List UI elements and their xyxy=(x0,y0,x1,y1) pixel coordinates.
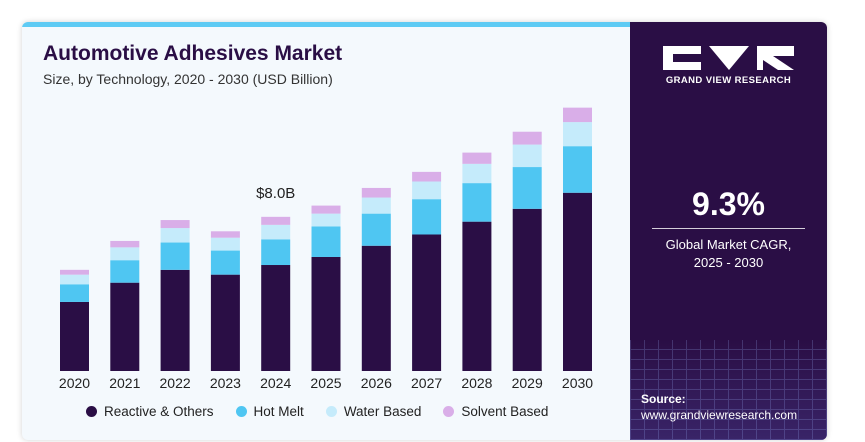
x-tick-label-2026: 2026 xyxy=(361,375,392,391)
legend-label-water-based: Water Based xyxy=(343,404,422,419)
bar-segment-hot-melt-2021 xyxy=(110,260,140,283)
x-tick-label-2027: 2027 xyxy=(411,375,442,391)
x-tick-label-2021: 2021 xyxy=(109,375,140,391)
accent-bar xyxy=(22,22,630,27)
legend-swatch-hot-melt xyxy=(235,406,247,417)
bar-segment-hot-melt-2030 xyxy=(563,146,592,193)
bar-segment-solvent-based-2026 xyxy=(361,187,391,198)
sidebar-panel: GRAND VIEW RESEARCH 9.3% Global Market C… xyxy=(630,22,827,440)
chart-legend: Reactive & Others Hot Melt Water Based S… xyxy=(86,404,548,419)
legend-label-solvent-based: Solvent Based xyxy=(461,404,549,419)
bar-segment-hot-melt-2027 xyxy=(412,199,442,235)
bar-segment-reactive-others-2020 xyxy=(60,301,89,371)
legend-item-hot-melt: Hot Melt xyxy=(235,404,304,419)
chart-subtitle: Size, by Technology, 2020 - 2030 (USD Bi… xyxy=(43,71,333,87)
legend-item-water-based: Water Based xyxy=(325,404,422,419)
bar-segment-reactive-others-2028 xyxy=(462,221,492,371)
bar-segment-water-based-2028 xyxy=(462,163,492,184)
bar-segment-hot-melt-2020 xyxy=(60,284,89,302)
grand-view-research-logo xyxy=(663,46,794,70)
value-annotation-2024: $8.0B xyxy=(256,185,295,202)
x-tick-label-2030: 2030 xyxy=(562,375,593,391)
stacked-bar-chart: 2020 2021 2022 2023 2024 $8.0B 2025 2026 2027 202… xyxy=(59,107,593,391)
bar-segment-solvent-based-2024 xyxy=(261,216,291,225)
source-pattern xyxy=(630,340,827,440)
source-link[interactable]: www.grandviewresearch.com xyxy=(641,408,798,422)
bar-segment-hot-melt-2026 xyxy=(361,213,391,246)
bar-segment-hot-melt-2023 xyxy=(210,250,240,275)
x-tick-label-2020: 2020 xyxy=(59,375,90,391)
chart-title: Automotive Adhesives Market xyxy=(43,42,343,65)
bar-segment-solvent-based-2021 xyxy=(110,240,140,248)
bar-segment-water-based-2022 xyxy=(160,228,190,243)
bar-segment-solvent-based-2028 xyxy=(462,152,492,164)
legend-item-reactive: Reactive & Others xyxy=(86,404,214,419)
bar-segment-solvent-based-2023 xyxy=(210,231,240,238)
bar-segment-reactive-others-2025 xyxy=(311,256,341,371)
bar-segment-reactive-others-2023 xyxy=(210,274,240,371)
legend-swatch-solvent-based xyxy=(443,406,455,417)
bar-segment-water-based-2024 xyxy=(261,224,291,240)
cagr-label: Global Market CAGR, 2025 - 2030 xyxy=(630,236,827,272)
cagr-value: 9.3% xyxy=(692,186,765,222)
cagr-label-line-2: 2025 - 2030 xyxy=(693,255,764,270)
bar-segment-water-based-2027 xyxy=(412,181,442,200)
bar-segment-solvent-based-2030 xyxy=(563,107,592,123)
legend-label-hot-melt: Hot Melt xyxy=(253,404,304,419)
bar-segment-reactive-others-2024 xyxy=(261,265,291,371)
legend-swatch-reactive xyxy=(86,406,97,417)
source-title: Source: xyxy=(641,392,686,406)
bar-segment-water-based-2025 xyxy=(311,213,341,227)
legend-label-reactive: Reactive & Others xyxy=(104,404,214,419)
bar-segment-solvent-based-2025 xyxy=(311,205,341,214)
legend-swatch-water-based xyxy=(325,406,337,417)
bar-segment-reactive-others-2027 xyxy=(412,234,442,371)
brand-name: GRAND VIEW RESEARCH xyxy=(665,75,792,86)
cagr-label-line-1: Global Market CAGR, xyxy=(665,237,792,252)
x-tick-label-2024: 2024 xyxy=(260,375,291,391)
bar-segment-water-based-2029 xyxy=(512,144,542,168)
x-tick-label-2022: 2022 xyxy=(160,375,191,391)
bar-segment-hot-melt-2028 xyxy=(462,183,492,222)
bar-segment-reactive-others-2026 xyxy=(361,245,391,371)
chart-card: Automotive Adhesives Market Size, by Tec… xyxy=(22,22,827,440)
x-tick-label-2029: 2029 xyxy=(512,375,543,391)
bar-segment-solvent-based-2020 xyxy=(60,269,89,275)
bar-segment-hot-melt-2024 xyxy=(261,239,291,266)
bar-segment-reactive-others-2021 xyxy=(110,282,140,371)
source-background xyxy=(630,340,827,440)
bar-segment-reactive-others-2030 xyxy=(563,192,592,371)
legend-item-solvent-based: Solvent Based xyxy=(443,404,548,419)
bar-segment-solvent-based-2022 xyxy=(160,220,190,229)
x-tick-label-2025: 2025 xyxy=(310,375,341,391)
bar-segment-solvent-based-2029 xyxy=(512,131,542,145)
x-tick-label-2023: 2023 xyxy=(210,375,241,391)
bar-segment-water-based-2030 xyxy=(563,122,592,147)
bar-segment-reactive-others-2022 xyxy=(160,269,190,371)
bar-segment-water-based-2026 xyxy=(361,197,391,214)
bar-segment-hot-melt-2025 xyxy=(311,226,341,257)
bar-segment-reactive-others-2029 xyxy=(512,208,542,371)
x-tick-label-2028: 2028 xyxy=(461,375,492,391)
bar-segment-water-based-2021 xyxy=(110,247,140,261)
bar-segment-hot-melt-2022 xyxy=(160,242,190,270)
bar-segment-hot-melt-2029 xyxy=(512,167,542,209)
divider xyxy=(652,228,805,229)
bar-segment-water-based-2020 xyxy=(60,274,89,285)
bar-segment-water-based-2023 xyxy=(210,237,240,251)
bar-segment-solvent-based-2027 xyxy=(412,171,442,182)
